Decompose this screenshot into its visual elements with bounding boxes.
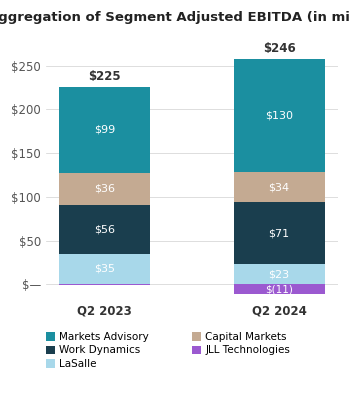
Bar (234, 172, 325, 202)
Bar (59, 284, 150, 285)
Text: $56: $56 (94, 224, 115, 234)
Bar (234, 284, 325, 294)
Bar (234, 59, 325, 172)
Bar (59, 205, 150, 254)
Text: $225: $225 (88, 70, 121, 83)
Text: $130: $130 (265, 110, 293, 120)
Text: $99: $99 (94, 125, 115, 135)
Text: $(11): $(11) (265, 284, 293, 294)
Legend: Capital Markets, JLL Technologies: Capital Markets, JLL Technologies (192, 332, 290, 356)
Bar (59, 254, 150, 284)
Text: $246: $246 (263, 42, 296, 55)
Bar (59, 173, 150, 205)
Bar (59, 87, 150, 173)
Text: $35: $35 (94, 264, 115, 274)
Text: $34: $34 (269, 182, 290, 192)
Bar (234, 202, 325, 264)
Text: $23: $23 (269, 269, 290, 279)
Text: $36: $36 (94, 184, 115, 194)
Bar (234, 264, 325, 284)
Text: $71: $71 (269, 228, 290, 238)
Title: Aggregation of Segment Adjusted EBITDA (in millions): Aggregation of Segment Adjusted EBITDA (… (0, 11, 349, 24)
